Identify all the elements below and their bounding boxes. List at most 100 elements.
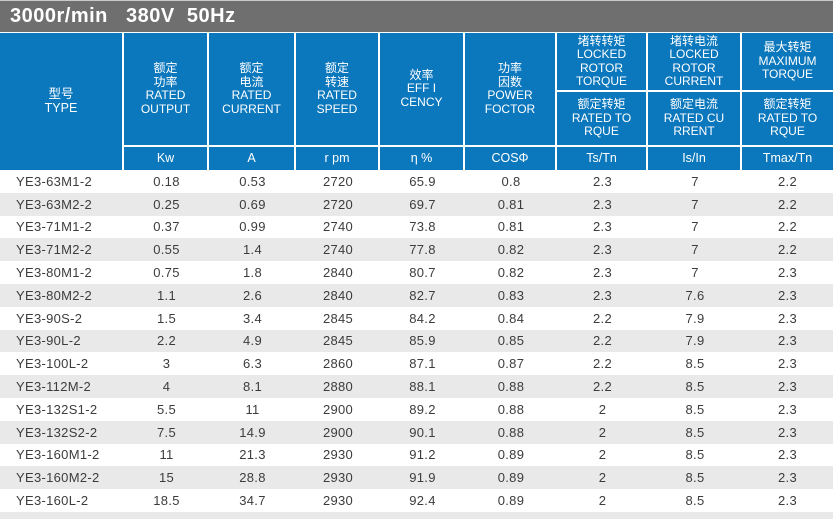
value-cell: 2740 bbox=[322, 219, 354, 235]
value-cell: 2.3 bbox=[778, 287, 797, 303]
value-cell: 2845 bbox=[322, 310, 354, 326]
value-cell: 90.1 bbox=[409, 424, 436, 440]
model-cell: YE3-80M2-2 bbox=[16, 287, 92, 303]
value-cell: 2 bbox=[598, 401, 607, 417]
value-cell: 88.1 bbox=[409, 379, 436, 395]
value-cell: 0.75 bbox=[153, 265, 180, 281]
value-cell: 0.88 bbox=[497, 401, 525, 417]
value-cell: 2.2 bbox=[778, 219, 797, 235]
table-row: YE3-71M1-2 0.37 0.99 2740 73.8 0.81 2.3 7 2.2 bbox=[0, 215, 833, 239]
value-cell: 8.5 bbox=[685, 493, 705, 509]
value-cell: 4.9 bbox=[243, 333, 262, 349]
table-row: YE3-160L-2 18.5 34.7 2930 92.4 0.89 2 8.5 2.3 bbox=[0, 489, 833, 512]
model-cell: YE3-160M1-2 bbox=[16, 447, 100, 463]
model-cell: YE3-132S2-2 bbox=[16, 424, 98, 440]
value-cell: 0.84 bbox=[497, 310, 525, 326]
title-bar: 3000r/min 380V 50Hz bbox=[0, 0, 833, 32]
value-cell: 2.2 bbox=[778, 242, 797, 258]
value-cell: 2.3 bbox=[593, 242, 612, 258]
value-cell: 92.4 bbox=[409, 493, 436, 509]
value-cell: 7 bbox=[691, 242, 699, 258]
value-cell: 0.88 bbox=[497, 424, 525, 440]
unit-efficiency: η % bbox=[380, 147, 465, 170]
value-cell: 0.88 bbox=[497, 379, 525, 395]
value-cell: 2.3 bbox=[778, 493, 797, 509]
page-title: 3000r/min 380V 50Hz bbox=[10, 5, 236, 27]
value-cell: 2.2 bbox=[778, 196, 797, 212]
value-cell: 2720 bbox=[322, 173, 354, 189]
value-cell: 80.7 bbox=[409, 265, 436, 281]
value-cell: 2.2 bbox=[593, 310, 612, 326]
value-cell: 2.3 bbox=[778, 424, 797, 440]
value-cell: 2.6 bbox=[243, 287, 262, 303]
value-cell: 0.55 bbox=[153, 242, 180, 258]
col-header-maximum-torque: 最大转矩 MAXIMUM TORQUE bbox=[742, 33, 833, 92]
value-cell: 21.3 bbox=[239, 447, 266, 463]
value-cell: 1.4 bbox=[243, 242, 262, 258]
value-cell: 2900 bbox=[322, 401, 354, 417]
value-cell: 8.1 bbox=[243, 379, 262, 395]
value-cell: 85.9 bbox=[409, 333, 436, 349]
table-row: YE3-71M2-2 0.55 1.4 2740 77.8 0.82 2.3 7 2.2 bbox=[0, 238, 833, 262]
value-cell: 77.8 bbox=[409, 242, 436, 258]
table-row: YE3-90L-2 2.2 4.9 2845 85.9 0.85 2.2 7.9 2.3 bbox=[0, 329, 833, 353]
value-cell: 8.5 bbox=[685, 447, 705, 463]
model-cell: YE3-90L-2 bbox=[16, 333, 81, 349]
model-cell: YE3-160M2-2 bbox=[16, 470, 100, 486]
value-cell: 91.2 bbox=[409, 447, 436, 463]
value-cell: 2880 bbox=[322, 379, 354, 395]
value-cell: 65.9 bbox=[409, 173, 436, 189]
value-cell: 8.5 bbox=[685, 424, 705, 440]
value-cell: 73.8 bbox=[409, 219, 436, 235]
value-cell: 2930 bbox=[322, 470, 354, 486]
value-cell: 2740 bbox=[322, 242, 354, 258]
table-row: YE3-160M2-2 15 28.8 2930 91.9 0.89 2 8.5 2.3 bbox=[0, 466, 833, 490]
col-header-rated-output: 额定 功率 RATED OUTPUT bbox=[124, 33, 209, 147]
value-cell: 0.8 bbox=[501, 173, 521, 189]
value-cell: 2.3 bbox=[778, 470, 797, 486]
col-header-rated-current: 额定 电流 RATED CURRENT bbox=[209, 33, 296, 147]
value-cell: 0.89 bbox=[497, 493, 525, 509]
value-cell: 11 bbox=[159, 447, 174, 463]
unit-locked-rotor-torque: Ts/Tn bbox=[557, 147, 648, 170]
value-cell: 1.5 bbox=[157, 310, 176, 326]
value-cell: 3.4 bbox=[243, 310, 262, 326]
value-cell: 2.3 bbox=[593, 265, 612, 281]
value-cell: 8.5 bbox=[685, 401, 705, 417]
value-cell: 2.2 bbox=[593, 333, 612, 349]
value-cell: 2.3 bbox=[778, 401, 797, 417]
value-cell: 2845 bbox=[322, 333, 354, 349]
value-cell: 2.3 bbox=[593, 287, 612, 303]
value-cell: 2.3 bbox=[778, 356, 797, 372]
table-row: YE3-112M-2 4 8.1 2880 88.1 0.88 2.2 8.5 2.3 bbox=[0, 375, 833, 398]
value-cell: 2.2 bbox=[157, 333, 176, 349]
model-cell: YE3-71M2-2 bbox=[16, 242, 92, 258]
value-cell: 15 bbox=[158, 470, 175, 486]
value-cell: 7 bbox=[691, 219, 699, 235]
value-cell: 7 bbox=[691, 265, 699, 281]
value-cell: 11 bbox=[245, 401, 260, 417]
value-cell: 2 bbox=[598, 470, 607, 486]
unit-power-factor: COSΦ bbox=[465, 147, 557, 170]
value-cell: 2.3 bbox=[778, 310, 797, 326]
table-row: YE3-90S-2 1.5 3.4 2845 84.2 0.84 2.2 7.9 2.3 bbox=[0, 306, 833, 330]
value-cell: 0.18 bbox=[153, 173, 180, 189]
value-cell: 28.8 bbox=[239, 470, 266, 486]
value-cell: 0.69 bbox=[239, 196, 266, 212]
col-header-power-factor: 功率 因数 POWER FOCTOR bbox=[465, 33, 557, 147]
table-header: 型号 TYPE 额定 功率 RATED OUTPUT 额定 电流 RATED C… bbox=[0, 32, 833, 170]
value-cell: 2.3 bbox=[778, 265, 797, 281]
value-cell: 2.3 bbox=[778, 447, 797, 463]
col-header-efficiency: 效率 EFF I CENCY bbox=[380, 33, 465, 147]
value-cell: 2 bbox=[598, 493, 607, 509]
value-cell: 2.3 bbox=[593, 219, 612, 235]
value-cell: 8.5 bbox=[685, 356, 705, 372]
col-header-locked-rotor-torque-rated: 额定转矩 RATED TO RQUE bbox=[557, 92, 648, 147]
value-cell: 0.25 bbox=[153, 196, 180, 212]
value-cell: 8.5 bbox=[685, 379, 705, 395]
model-cell: YE3-100L-2 bbox=[16, 356, 89, 372]
value-cell: 2840 bbox=[322, 265, 354, 281]
value-cell: 69.7 bbox=[409, 196, 436, 212]
value-cell: 0.37 bbox=[153, 219, 180, 235]
